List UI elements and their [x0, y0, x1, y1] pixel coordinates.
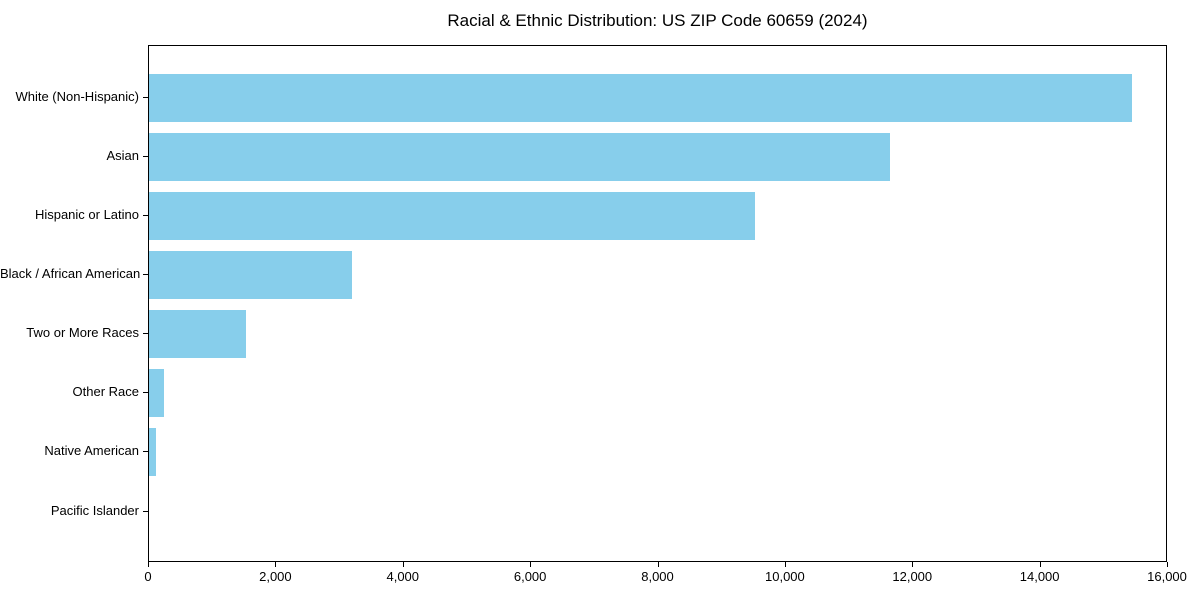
bar: [149, 369, 164, 418]
plot-area: [148, 45, 1167, 562]
x-tick-mark: [148, 562, 149, 567]
y-tick-label: Pacific Islander: [50, 502, 139, 518]
x-tick-mark: [402, 562, 404, 567]
x-tick-mark: [1039, 562, 1041, 567]
x-tick-mark: [912, 562, 914, 567]
x-tick-label: 8,000: [641, 569, 674, 584]
y-tick-mark: [143, 96, 148, 98]
y-tick-mark: [143, 392, 148, 394]
y-tick-label: Two or More Races: [26, 325, 139, 341]
y-tick-label: White (Non-Hispanic): [15, 88, 139, 104]
y-tick-mark: [143, 333, 148, 335]
x-tick-label: 6,000: [513, 569, 547, 584]
bar: [149, 132, 890, 181]
x-tick-mark: [530, 562, 532, 567]
x-tick-mark: [275, 562, 277, 567]
x-tick-label: 0: [144, 569, 152, 584]
y-tick-label: Hispanic or Latino: [34, 206, 139, 222]
x-tick-label: 4,000: [386, 569, 420, 584]
bar: [149, 310, 246, 359]
y-tick-label: Asian: [106, 147, 139, 163]
bar: [149, 250, 353, 299]
x-tick-label: 14,000: [1019, 569, 1060, 584]
y-tick-label: Other Race: [72, 384, 139, 400]
x-tick-label: 2,000: [259, 569, 292, 584]
bar: [149, 428, 156, 477]
y-tick-mark: [143, 214, 148, 216]
y-tick-mark: [143, 273, 148, 275]
x-tick-label: 16,000: [1147, 569, 1187, 584]
x-tick-mark: [1167, 562, 1168, 567]
y-tick-mark: [143, 510, 148, 512]
x-tick-mark: [784, 562, 786, 567]
y-tick-label: Native American: [44, 443, 139, 459]
y-tick-mark: [143, 155, 148, 157]
bar: [149, 191, 755, 240]
bar: [149, 73, 1133, 122]
chart-title: Racial & Ethnic Distribution: US ZIP Cod…: [447, 11, 868, 30]
x-tick-label: 10,000: [764, 569, 805, 584]
y-tick-label: Black / African American: [0, 265, 141, 281]
y-tick-mark: [143, 451, 148, 453]
x-tick-mark: [657, 562, 659, 567]
x-tick-label: 12,000: [892, 569, 933, 584]
